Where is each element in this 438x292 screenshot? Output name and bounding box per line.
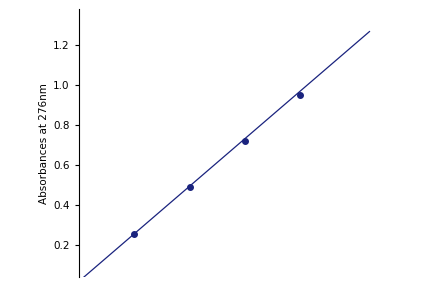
Point xyxy=(131,231,138,236)
Point xyxy=(297,92,304,97)
Y-axis label: Absorbances at 276nm: Absorbances at 276nm xyxy=(39,83,49,204)
Point xyxy=(186,185,193,189)
Point xyxy=(241,139,248,144)
